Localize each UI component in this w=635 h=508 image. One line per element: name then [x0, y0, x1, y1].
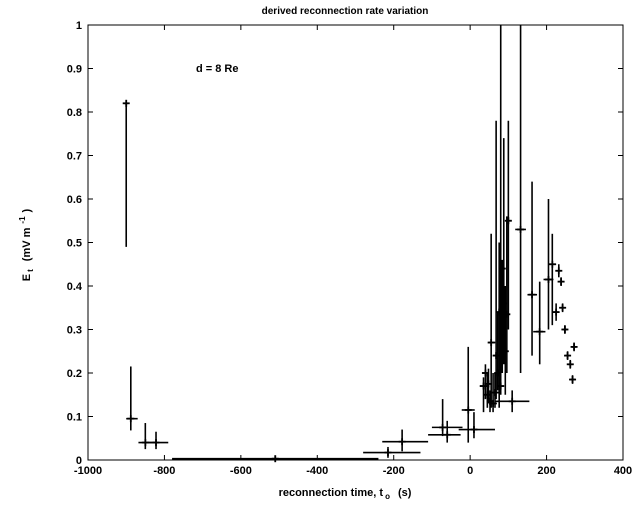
y-tick-label: 1: [76, 20, 82, 32]
x-axis: -1000 -800 -600 -400 -200 0 200 400: [74, 25, 632, 477]
data-series: [122, 25, 578, 463]
distance-annotation: d = 8 Re: [196, 63, 239, 75]
data-point: [363, 446, 421, 458]
data-point: [555, 264, 563, 278]
y-tick-label: 0: [76, 455, 82, 467]
data-point: [461, 346, 475, 443]
data-point: [566, 359, 574, 369]
data-point: [548, 233, 557, 326]
data-point: [527, 181, 538, 356]
x-tick-label: -1000: [74, 465, 102, 477]
x-tick-label: -800: [153, 465, 175, 477]
y-axis-title-main: E: [21, 274, 33, 281]
y-axis-title: Et (mV m -1): [18, 208, 35, 281]
y-tick-label: 0.8: [67, 107, 82, 119]
data-point: [492, 120, 500, 400]
data-point: [515, 25, 526, 373]
y-axis-title-exponent: -1: [18, 216, 27, 224]
data-point: [501, 286, 509, 395]
data-point: [569, 375, 577, 384]
data-point: [487, 233, 496, 408]
data-point: [382, 429, 429, 452]
data-point: [564, 351, 572, 360]
plot-frame: [87, 24, 624, 461]
data-point: [559, 303, 567, 313]
x-tick-label: -400: [306, 465, 328, 477]
x-tick-label: 200: [537, 465, 555, 477]
y-tick-label: 0.6: [67, 194, 82, 206]
x-axis-title-subscript: o: [385, 492, 390, 501]
y-tick-label: 0.7: [67, 151, 82, 163]
x-axis-title-unit: (s): [398, 487, 412, 499]
x-tick-label: -600: [230, 465, 252, 477]
x-axis-title: reconnection time, t o (s): [279, 487, 412, 501]
x-tick-label: 0: [467, 465, 473, 477]
data-point: [428, 420, 461, 443]
y-axis-title-unit: (mV m: [21, 227, 33, 261]
y-tick-label: 0.4: [67, 281, 83, 293]
data-point: [458, 412, 495, 439]
x-axis-title-main: reconnection time, t: [279, 487, 384, 499]
x-tick-label: 400: [614, 465, 632, 477]
data-point: [126, 366, 138, 431]
data-point: [147, 431, 169, 450]
data-point: [122, 99, 130, 247]
y-tick-label: 0.5: [67, 238, 82, 250]
data-point: [552, 303, 560, 321]
chart-title: derived reconnection rate variation: [262, 6, 429, 17]
data-point: [570, 342, 578, 352]
data-point: [557, 277, 565, 286]
data-point: [561, 325, 569, 334]
data-point: [497, 25, 505, 395]
y-tick-label: 0.9: [67, 64, 82, 76]
y-axis: 0 0.1 0.2 0.3 0.4 0.5 0.6 0.7 0.8 0.9 1: [67, 20, 623, 467]
y-tick-label: 0.2: [67, 368, 82, 380]
data-point: [494, 390, 530, 413]
y-axis-title-close: ): [21, 208, 33, 212]
y-tick-label: 0.3: [67, 325, 82, 337]
data-point: [138, 423, 155, 450]
y-axis-title-subscript: t: [26, 269, 35, 272]
y-tick-label: 0.1: [67, 412, 82, 424]
data-point: [533, 281, 546, 365]
data-point: [504, 120, 512, 330]
data-point: [172, 455, 379, 463]
x-tick-label: -200: [383, 465, 405, 477]
